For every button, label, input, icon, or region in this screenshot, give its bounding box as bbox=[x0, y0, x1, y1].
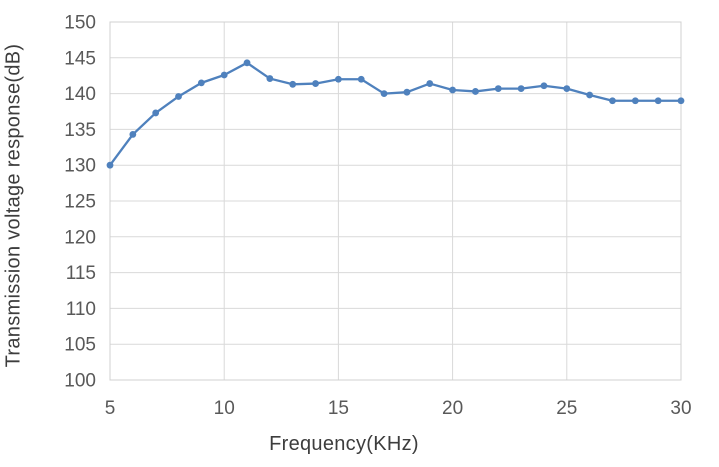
plot-border bbox=[109, 21, 682, 381]
x-tick-label: 30 bbox=[670, 398, 691, 419]
data-point-marker bbox=[289, 80, 297, 88]
y-tick-label: 120 bbox=[64, 227, 96, 248]
data-point-marker bbox=[380, 90, 388, 97]
data-point-marker bbox=[609, 97, 616, 105]
data-point-marker bbox=[403, 88, 411, 96]
data-point-marker bbox=[517, 85, 525, 92]
data-point-marker bbox=[175, 93, 182, 100]
y-tick-label: 135 bbox=[64, 120, 96, 141]
y-axis-title: Transmission voltage response(dB) bbox=[2, 43, 25, 368]
data-point-marker bbox=[426, 80, 434, 87]
data-point-marker bbox=[106, 161, 114, 169]
x-tick-label: 20 bbox=[442, 398, 463, 419]
data-point-marker bbox=[357, 75, 365, 83]
y-tick-label: 115 bbox=[66, 263, 96, 284]
x-axis-title: Frequency(KHz) bbox=[269, 433, 419, 455]
data-point-marker bbox=[586, 91, 594, 99]
x-tick-label: 25 bbox=[556, 398, 577, 419]
data-point-marker bbox=[654, 97, 662, 105]
data-point-marker bbox=[472, 88, 479, 95]
x-tick-label: 5 bbox=[105, 398, 116, 419]
y-tick-label: 110 bbox=[66, 299, 96, 320]
data-point-marker bbox=[563, 85, 571, 92]
data-point-marker bbox=[266, 75, 274, 82]
data-point-marker bbox=[220, 71, 228, 79]
data-point-marker bbox=[540, 82, 548, 90]
data-point-marker bbox=[197, 79, 205, 87]
data-point-marker bbox=[152, 109, 160, 117]
data-point-marker bbox=[335, 75, 342, 83]
data-point-marker bbox=[129, 131, 137, 138]
y-tick-label: 140 bbox=[64, 84, 96, 105]
data-point-marker bbox=[243, 59, 251, 67]
y-tick-label: 105 bbox=[64, 335, 96, 356]
y-tick-label: 100 bbox=[64, 371, 96, 392]
y-tick-label: 130 bbox=[64, 156, 96, 177]
data-point-marker bbox=[677, 97, 685, 105]
x-tick-label: 10 bbox=[214, 398, 235, 419]
data-point-marker bbox=[312, 80, 319, 87]
data-series-line bbox=[108, 61, 683, 167]
y-tick-label: 150 bbox=[64, 13, 96, 34]
y-tick-label: 125 bbox=[64, 192, 96, 213]
y-tick-label: 145 bbox=[64, 48, 96, 69]
data-point-marker bbox=[494, 85, 502, 92]
data-point-marker bbox=[449, 86, 456, 94]
x-tick-label: 15 bbox=[328, 398, 349, 419]
data-point-marker bbox=[631, 97, 639, 105]
